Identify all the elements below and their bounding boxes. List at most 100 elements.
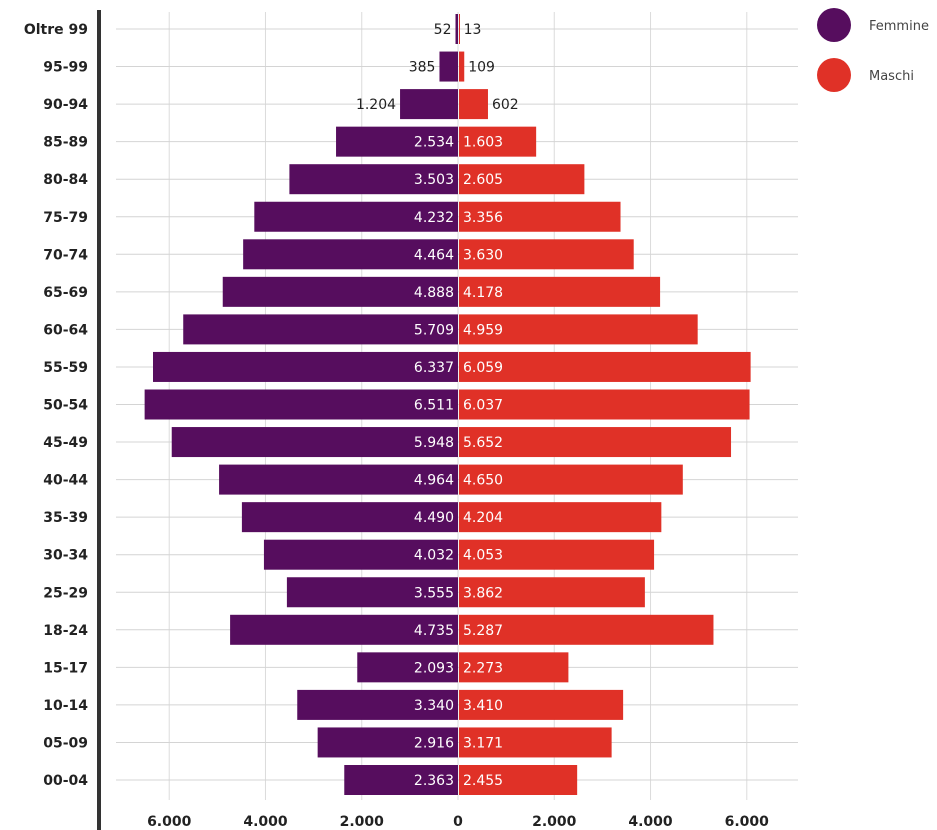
data-label-femmine: 2.916	[414, 735, 454, 751]
bar-femmine	[171, 427, 458, 458]
data-label-maschi: 3.862	[463, 585, 503, 601]
data-label-femmine: 52	[434, 22, 452, 38]
bar-femmine	[286, 577, 458, 608]
category-label: 80-84	[43, 172, 88, 188]
data-label-maschi: 4.959	[463, 322, 503, 338]
bar-maschi	[459, 351, 751, 382]
data-label-maschi: 13	[464, 22, 482, 38]
bar-maschi	[459, 502, 662, 533]
data-label-femmine: 2.363	[414, 773, 454, 789]
legend-swatch-femmine	[817, 8, 851, 42]
bar-femmine	[153, 351, 458, 382]
category-label: 70-74	[43, 247, 88, 263]
category-label: 85-89	[43, 135, 88, 151]
bar-maschi	[459, 14, 460, 44]
data-label-femmine: 4.888	[414, 285, 454, 301]
data-label-maschi: 109	[468, 60, 495, 76]
data-label-femmine: 4.735	[414, 623, 454, 639]
data-label-femmine: 4.964	[414, 473, 454, 489]
bar-maschi	[459, 539, 655, 570]
data-label-femmine: 4.032	[414, 548, 454, 564]
data-label-femmine: 3.555	[414, 585, 454, 601]
category-label: 35-39	[43, 510, 88, 526]
data-label-maschi: 5.287	[463, 623, 503, 639]
data-label-maschi: 602	[492, 97, 519, 113]
data-label-maschi: 4.204	[463, 510, 503, 526]
bar-femmine	[400, 89, 458, 120]
category-label: 95-99	[43, 60, 88, 76]
bar-maschi	[459, 689, 624, 720]
bar-maschi	[459, 201, 621, 232]
data-label-maschi: 3.356	[463, 210, 503, 226]
data-label-femmine: 4.464	[414, 247, 454, 263]
bar-maschi	[459, 89, 488, 120]
category-label: 90-94	[43, 97, 88, 113]
x-tick-label: 6.000	[725, 814, 770, 830]
data-label-femmine: 5.948	[414, 435, 454, 451]
category-label: Oltre 99	[24, 22, 88, 38]
bar-femmine	[243, 239, 458, 270]
data-label-maschi: 4.053	[463, 548, 503, 564]
bar-femmine	[219, 464, 458, 495]
bar-maschi	[459, 614, 714, 645]
legend-label-femmine: Femmine	[869, 19, 929, 34]
bar-femmine	[336, 126, 458, 157]
bar-femmine	[254, 201, 458, 232]
bar-femmine	[241, 502, 458, 533]
bar-femmine	[289, 164, 458, 195]
category-label: 50-54	[43, 398, 88, 414]
bar-femmine	[317, 727, 458, 758]
category-label: 30-34	[43, 548, 88, 564]
bar-maschi	[459, 427, 732, 458]
x-tick-label: 6.000	[147, 814, 192, 830]
bar-femmine	[230, 614, 458, 645]
data-label-femmine: 4.490	[414, 510, 454, 526]
bars: 52 13 385 109 1.204 602 2.534 1.603 3.503 2.605 4.…	[144, 14, 751, 795]
data-label-maschi: 1.603	[463, 135, 503, 151]
category-label: 10-14	[43, 698, 88, 714]
bar-femmine	[357, 652, 458, 683]
bar-maschi	[459, 126, 537, 157]
data-label-maschi: 6.059	[463, 360, 503, 376]
category-label: 65-69	[43, 285, 88, 301]
data-label-femmine: 1.204	[356, 97, 396, 113]
bar-femmine	[263, 539, 458, 570]
bar-maschi	[459, 239, 634, 270]
category-label: 18-24	[43, 623, 88, 639]
category-label: 05-09	[43, 735, 88, 751]
data-label-femmine: 5.709	[414, 322, 454, 338]
category-label: 00-04	[43, 773, 88, 789]
category-label: 45-49	[43, 435, 88, 451]
x-axis-tick-labels: 6.000 4.000 2.000 0 2.000 4.000 6.000	[147, 814, 769, 830]
data-label-femmine: 6.511	[414, 398, 454, 414]
bar-femmine	[222, 276, 458, 307]
bar-maschi	[459, 765, 578, 795]
bar-maschi	[459, 727, 612, 758]
bar-maschi	[459, 577, 645, 608]
bar-maschi	[459, 51, 465, 82]
bar-maschi	[459, 276, 661, 307]
data-label-femmine: 3.340	[414, 698, 454, 714]
bar-femmine	[455, 14, 458, 44]
x-tick-label: 0	[453, 814, 463, 830]
bar-femmine	[144, 389, 459, 420]
category-label: 75-79	[43, 210, 88, 226]
data-label-maschi: 3.630	[463, 247, 503, 263]
category-label: 60-64	[43, 322, 88, 338]
data-label-femmine: 6.337	[414, 360, 454, 376]
category-label: 40-44	[43, 473, 88, 489]
category-label: 15-17	[43, 660, 88, 676]
category-labels: Oltre 99 95-99 90-94 85-89 80-84 75-79 70-74 65…	[24, 22, 88, 789]
data-label-femmine: 2.093	[414, 660, 454, 676]
data-label-maschi: 6.037	[463, 398, 503, 414]
legend: Femmine Maschi	[817, 8, 929, 92]
bar-femmine	[344, 765, 458, 795]
bar-femmine	[439, 51, 458, 82]
data-label-femmine: 385	[409, 60, 436, 76]
category-label: 55-59	[43, 360, 88, 376]
bar-femmine	[183, 314, 458, 345]
data-label-maschi: 3.171	[463, 735, 503, 751]
data-label-femmine: 2.534	[414, 135, 454, 151]
bar-maschi	[459, 464, 683, 495]
x-tick-label: 2.000	[532, 814, 577, 830]
